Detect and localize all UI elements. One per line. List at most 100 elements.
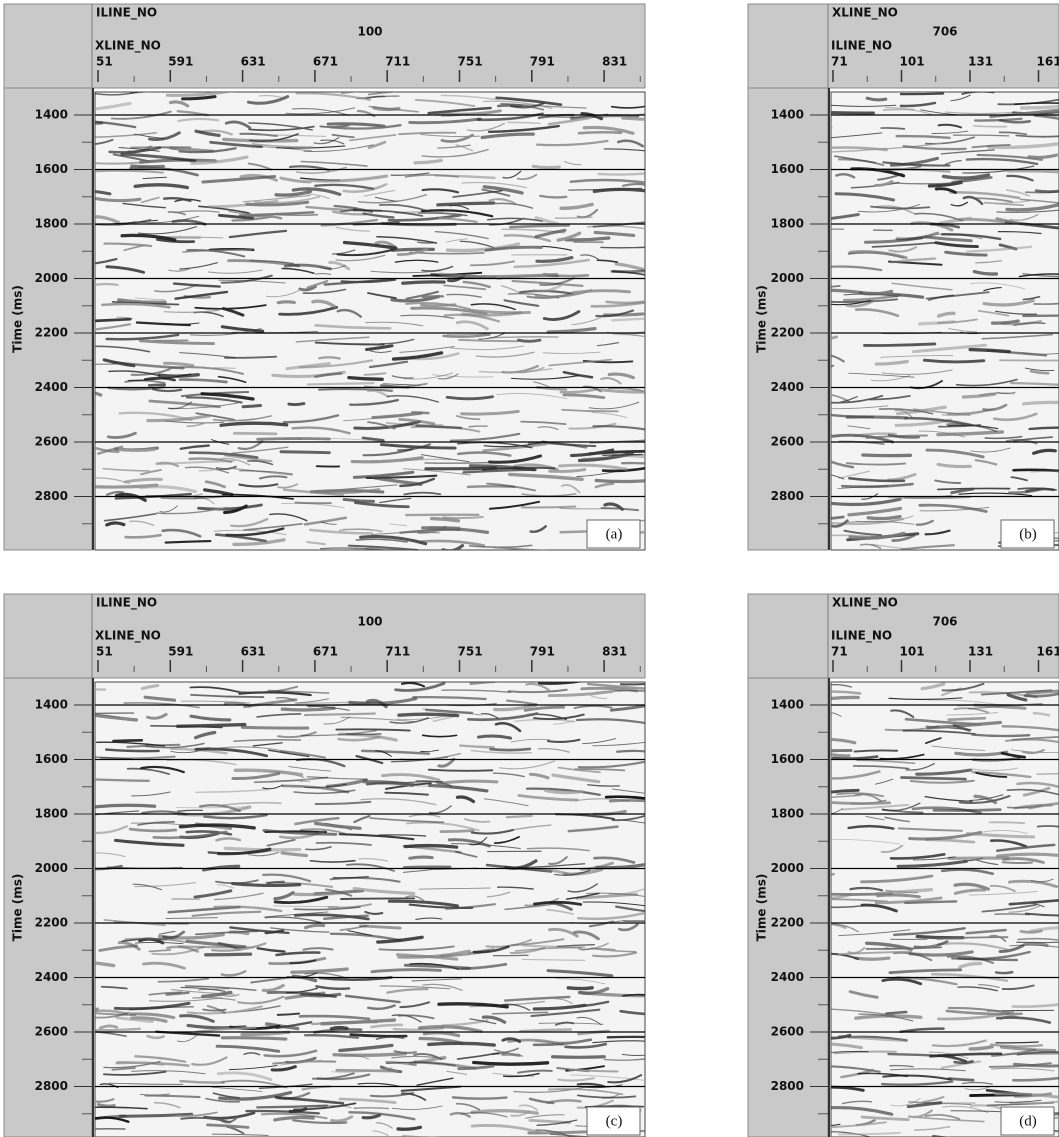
- y-tick-label: 2400: [35, 970, 68, 984]
- y-tick-label: 2800: [771, 489, 804, 503]
- y-tick-label: 1400: [35, 108, 68, 122]
- seismic-panel: XLINE_NO706ILINE_NO711011311611400160018…: [748, 594, 1059, 1137]
- reflector: [954, 135, 1009, 136]
- reflector: [308, 383, 374, 384]
- reflector: [438, 203, 494, 205]
- reflector: [566, 238, 609, 240]
- y-tick-label: 1800: [35, 217, 68, 231]
- reflector: [289, 404, 304, 405]
- reflector: [469, 426, 487, 427]
- reflector: [331, 1028, 346, 1029]
- reflector: [92, 319, 131, 321]
- x-tick-label: 71: [831, 645, 848, 659]
- reflector: [1031, 471, 1059, 472]
- header-key: ILINE_NO: [96, 596, 157, 611]
- reflector: [132, 166, 164, 167]
- reflector: [491, 749, 530, 750]
- reflector: [405, 846, 456, 848]
- x-tick-label: 711: [385, 645, 410, 659]
- x-tick-label: 161: [1037, 645, 1059, 659]
- y-tick-label: 2200: [35, 916, 68, 930]
- reflector: [234, 433, 276, 434]
- x-tick-label: 131: [968, 55, 993, 69]
- reflector: [863, 455, 910, 456]
- reflector: [206, 954, 251, 955]
- reflector: [222, 1038, 285, 1039]
- reflector: [867, 98, 886, 100]
- reflector: [114, 740, 142, 741]
- axis-key: XLINE_NO: [95, 629, 161, 644]
- x-tick-label: 631: [241, 55, 266, 69]
- y-tick-label: 2000: [35, 271, 68, 285]
- reflector: [995, 914, 1029, 915]
- y-tick-label: 2600: [771, 435, 804, 449]
- reflector: [856, 958, 889, 959]
- x-tick-label: 51: [96, 55, 113, 69]
- reflector: [295, 503, 330, 504]
- x-tick-label: 631: [241, 645, 266, 659]
- x-tick-label: 671: [313, 55, 338, 69]
- y-tick-label: 2600: [771, 1025, 804, 1039]
- reflector: [474, 1063, 548, 1065]
- y-tick-label: 1600: [771, 752, 804, 766]
- x-tick-label: 101: [900, 645, 925, 659]
- reflector: [533, 166, 559, 167]
- reflector: [423, 296, 443, 297]
- reflector: [623, 118, 697, 120]
- y-tick-label: 1600: [771, 162, 804, 176]
- panel-label: (a): [606, 526, 623, 542]
- x-tick-label: 711: [385, 55, 410, 69]
- panel-label: (d): [1019, 1113, 1037, 1129]
- x-tick-label: 791: [530, 645, 555, 659]
- reflector: [374, 108, 399, 110]
- y-tick-label: 2800: [35, 1079, 68, 1093]
- reflector: [354, 1108, 388, 1109]
- reflector: [230, 932, 247, 934]
- reflector: [970, 350, 1009, 352]
- y-axis-label: Time (ms): [755, 285, 769, 353]
- x-tick-label: 161: [1037, 55, 1059, 69]
- reflector: [974, 126, 1006, 127]
- reflector: [346, 734, 380, 735]
- header-value: 100: [357, 615, 382, 629]
- reflector: [410, 857, 432, 858]
- y-tick-label: 2600: [35, 1025, 68, 1039]
- reflector: [886, 1012, 906, 1014]
- reflector: [341, 898, 414, 899]
- reflector: [214, 368, 235, 369]
- x-tick-label: 51: [96, 645, 113, 659]
- reflector: [568, 988, 592, 989]
- y-tick-label: 2200: [771, 916, 804, 930]
- header-key: ILINE_NO: [96, 6, 157, 21]
- reflector: [399, 714, 458, 715]
- reflector: [425, 463, 490, 464]
- reflector: [901, 94, 943, 95]
- x-tick-label: 131: [968, 645, 993, 659]
- reflector: [596, 480, 650, 481]
- reflector: [949, 718, 985, 720]
- panel-label: (b): [1019, 526, 1037, 542]
- y-tick-label: 2200: [771, 326, 804, 340]
- y-tick-label: 1600: [35, 162, 68, 176]
- reflector: [149, 385, 165, 386]
- y-axis-label: Time (ms): [11, 874, 25, 942]
- header-value: 706: [932, 615, 957, 629]
- reflector: [560, 508, 618, 509]
- reflector: [881, 128, 904, 129]
- reflector: [990, 822, 1025, 823]
- y-tick-label: 2200: [35, 326, 68, 340]
- reflector: [1005, 1053, 1059, 1054]
- y-tick-label: 2400: [35, 380, 68, 394]
- axis-key: ILINE_NO: [831, 39, 892, 54]
- reflector: [421, 305, 455, 306]
- header-bar: [748, 594, 1059, 678]
- x-tick-label: 591: [168, 645, 193, 659]
- y-tick-label: 1400: [35, 698, 68, 712]
- reflector: [522, 506, 576, 507]
- reflector: [468, 486, 514, 487]
- reflector: [996, 972, 1012, 973]
- x-tick-label: 831: [602, 55, 627, 69]
- reflector: [864, 344, 934, 346]
- axis-key: ILINE_NO: [831, 629, 892, 644]
- x-tick-label: 751: [458, 645, 483, 659]
